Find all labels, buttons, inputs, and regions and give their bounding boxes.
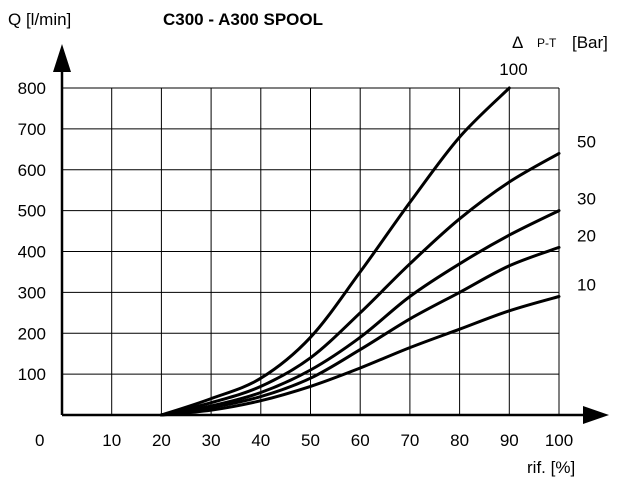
grid xyxy=(62,87,560,415)
legend-unit: [Bar] xyxy=(572,33,608,52)
x-tick-label: 90 xyxy=(500,431,519,450)
series-line-10 xyxy=(159,295,561,417)
y-tick-label: 400 xyxy=(18,243,46,262)
series-label-50: 50 xyxy=(577,132,596,151)
x-tick-label: 50 xyxy=(301,431,320,450)
series-labels: 100 50 30 20 10 xyxy=(499,60,596,294)
y-tick-label: 700 xyxy=(18,120,46,139)
axes xyxy=(53,44,609,424)
series-label-10: 10 xyxy=(577,275,596,294)
legend-title-delta: Δ xyxy=(512,33,523,52)
y-tick-labels: 100 200 300 400 500 600 700 800 xyxy=(18,79,46,384)
x-tick-label: 30 xyxy=(202,431,221,450)
series-line-20 xyxy=(159,245,561,417)
y-tick-label: 800 xyxy=(18,79,46,98)
series xyxy=(159,86,561,417)
y-tick-label: 300 xyxy=(18,283,46,302)
x-axis-arrow xyxy=(583,406,609,424)
x-tick-label: 10 xyxy=(102,431,121,450)
series-label-20: 20 xyxy=(577,226,596,245)
x-tick-label: 20 xyxy=(152,431,171,450)
series-line-50 xyxy=(159,151,561,417)
x-tick-label: 60 xyxy=(351,431,370,450)
x-tick-label: 80 xyxy=(450,431,469,450)
series-line-30 xyxy=(159,209,561,417)
y-tick-label: 600 xyxy=(18,161,46,180)
y-axis-arrow xyxy=(53,44,71,72)
series-label-100: 100 xyxy=(499,60,527,79)
series-label-30: 30 xyxy=(577,190,596,209)
series-line-100 xyxy=(159,86,511,417)
x-tick-labels: 10 20 30 40 50 60 70 80 90 100 xyxy=(102,431,573,450)
legend-title-subscript: P-T xyxy=(537,36,557,50)
origin-label: 0 xyxy=(35,431,44,450)
x-tick-label: 100 xyxy=(545,431,573,450)
x-tick-label: 70 xyxy=(400,431,419,450)
x-axis-label: rif. [%] xyxy=(527,458,575,477)
x-tick-label: 40 xyxy=(251,431,270,450)
chart-title: C300 - A300 SPOOL xyxy=(163,10,323,29)
y-tick-label: 200 xyxy=(18,324,46,343)
y-tick-label: 100 xyxy=(18,365,46,384)
y-axis-label: Q [l/min] xyxy=(8,10,71,29)
y-tick-label: 500 xyxy=(18,202,46,221)
